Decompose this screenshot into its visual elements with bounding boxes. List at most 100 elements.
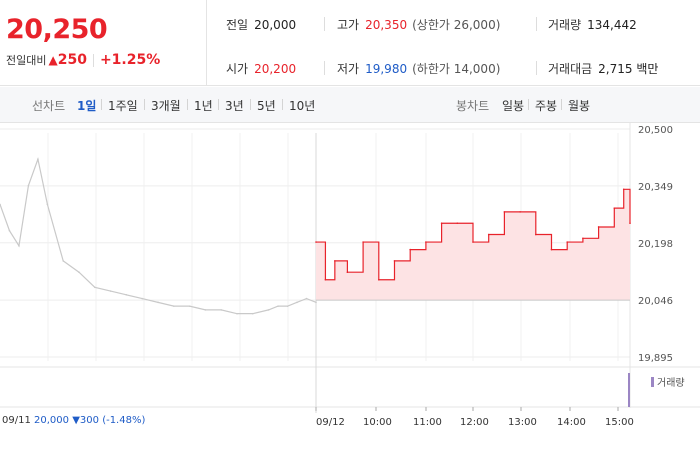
x-tick-label: 12:00 <box>460 417 489 428</box>
data-point <box>27 184 30 187</box>
open-value: 20,200 <box>254 62 297 76</box>
volume-legend-label: 거래량 <box>657 378 685 389</box>
divider <box>218 99 219 110</box>
data-point <box>425 241 427 243</box>
volume-bar <box>628 373 630 407</box>
tab-10year[interactable]: 10년 <box>289 99 316 113</box>
y-tick-label: 20,349 <box>638 182 673 193</box>
data-point <box>0 203 1 206</box>
prev-day-close: 20,000 <box>34 415 70 426</box>
open-stat: 시가 20,200 <box>226 60 296 77</box>
y-tick-label: 20,500 <box>638 125 673 136</box>
data-point <box>519 211 521 213</box>
high-value: 20,350 <box>365 18 408 32</box>
data-point <box>286 305 289 307</box>
data-point <box>267 309 270 311</box>
tab-weekly-candle[interactable]: 주봉 <box>535 99 558 113</box>
volume-value: 134,442 <box>587 18 637 32</box>
divider <box>101 99 102 110</box>
x-tick-label: 14:00 <box>557 417 586 428</box>
data-point <box>173 305 175 307</box>
data-point <box>503 211 506 213</box>
volume-legend: 거래량 <box>651 374 685 389</box>
current-price: 20,250 <box>6 14 108 45</box>
line-chart-label: 선차트 <box>32 99 66 113</box>
x-tick-label: 09/12 <box>316 417 345 428</box>
prev-day-summary: 09/11 20,000 ▼300 (-1.48%) <box>2 415 145 426</box>
data-point <box>141 297 143 300</box>
prev-close-value: 20,000 <box>254 18 297 32</box>
data-point <box>8 229 11 232</box>
tab-daily-candle[interactable]: 일봉 <box>502 99 525 113</box>
low-value: 19,980 <box>365 62 408 76</box>
data-point <box>204 309 207 311</box>
prev-day-percent: (-1.48%) <box>102 415 146 426</box>
price-chart-svg: 20,500 20,349 20,198 20,046 19,895 09/12 10:00… <box>0 123 700 428</box>
data-point <box>62 260 64 262</box>
data-point <box>613 207 616 209</box>
divider <box>324 61 325 75</box>
data-point <box>472 241 474 243</box>
data-point <box>597 226 600 228</box>
data-point <box>109 290 112 292</box>
data-point <box>582 237 584 240</box>
data-point <box>252 312 254 315</box>
data-point <box>550 248 553 251</box>
trade-value-stat: 거래대금 2,715 백만 <box>548 60 658 77</box>
prev-day-change: 300 <box>79 415 99 426</box>
trade-value-label: 거래대금 <box>548 62 593 76</box>
change-label: 전일대비 <box>6 54 47 67</box>
data-point <box>157 301 159 304</box>
up-triangle-icon: ▲ <box>48 53 58 67</box>
tab-5year[interactable]: 5년 <box>257 99 276 113</box>
data-point <box>535 233 537 236</box>
prev-close-label: 전일 <box>226 18 249 32</box>
divider <box>528 99 529 110</box>
volume-label: 거래량 <box>548 18 582 32</box>
data-point <box>78 271 80 274</box>
x-tick-label: 10:00 <box>363 417 392 428</box>
data-point <box>46 203 49 206</box>
tab-1year[interactable]: 1년 <box>194 99 213 113</box>
low-stat: 저가 19,980 (하한가 14,000) <box>337 60 500 77</box>
divider <box>92 53 94 67</box>
data-point <box>487 233 490 236</box>
divider <box>324 17 325 31</box>
volume-legend-marker <box>651 376 654 387</box>
prev-day-date: 09/11 <box>2 415 31 426</box>
quote-panel: 20,250 전일대비 ▲ 250 +1.25% 전일 20,000 시가 20,2… <box>0 0 700 86</box>
current-price-box: 20,250 전일대비 ▲ 250 +1.25% <box>0 0 207 86</box>
divider <box>250 99 251 110</box>
volume-stat: 거래량 134,442 <box>548 16 637 33</box>
tab-1day[interactable]: 1일 <box>77 99 97 113</box>
series-line-09-11 <box>0 156 317 315</box>
tab-3year[interactable]: 3년 <box>225 99 244 113</box>
prev-close-stat: 전일 20,000 <box>226 16 296 33</box>
tab-3month[interactable]: 3개월 <box>151 99 181 113</box>
data-point <box>296 301 298 304</box>
data-point <box>18 245 20 247</box>
x-tick-label: 11:00 <box>413 417 442 428</box>
data-point <box>315 241 317 243</box>
divider <box>282 99 283 110</box>
data-point <box>125 294 128 296</box>
trade-value-value: 2,715 백만 <box>598 62 659 76</box>
data-point <box>324 278 327 281</box>
down-arrow-icon: ▼ <box>72 415 80 426</box>
data-point <box>393 260 396 262</box>
tab-monthly-candle[interactable]: 월봉 <box>568 99 591 113</box>
tab-1week[interactable]: 1주일 <box>108 99 138 113</box>
high-label: 고가 <box>337 18 360 32</box>
x-tick-label: 15:00 <box>605 417 634 428</box>
price-chart: 20,500 20,349 20,198 20,046 19,895 09/12 10:00… <box>0 123 700 450</box>
upper-limit: (상한가 26,000) <box>412 18 501 32</box>
data-point <box>277 305 279 307</box>
change-percent: +1.25% <box>99 52 161 68</box>
data-point <box>305 297 308 300</box>
data-point <box>220 309 222 311</box>
divider <box>144 99 145 110</box>
data-point <box>629 222 631 225</box>
data-point <box>188 305 191 307</box>
data-point <box>37 158 39 160</box>
data-point <box>94 286 96 289</box>
